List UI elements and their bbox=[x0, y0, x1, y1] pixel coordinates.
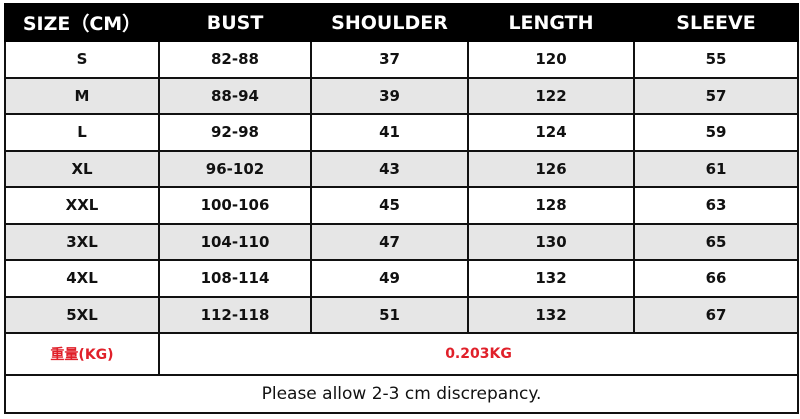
table-row: 5XL 112-118 51 132 67 bbox=[4, 295, 799, 334]
table-cell: 88-94 bbox=[158, 76, 312, 115]
table-cell: XXL bbox=[4, 186, 160, 225]
table-row: L 92-98 41 124 59 bbox=[4, 113, 799, 152]
note-row: Please allow 2-3 cm discrepancy. bbox=[4, 374, 799, 414]
table-cell: M bbox=[4, 76, 160, 115]
table-cell: 132 bbox=[467, 259, 635, 298]
header-row: SIZE（CM） BUST SHOULDER LENGTH SLEEVE bbox=[4, 3, 799, 42]
table-cell: 45 bbox=[310, 186, 469, 225]
table-cell: 96-102 bbox=[158, 149, 312, 188]
table-cell: 55 bbox=[633, 40, 799, 79]
table-cell: XL bbox=[4, 149, 160, 188]
column-header: SHOULDER bbox=[310, 3, 469, 42]
table-cell: 92-98 bbox=[158, 113, 312, 152]
table-cell: 63 bbox=[633, 186, 799, 225]
table-cell: 41 bbox=[310, 113, 469, 152]
table-cell: 132 bbox=[467, 295, 635, 334]
table-row: S 82-88 37 120 55 bbox=[4, 40, 799, 79]
table-cell: 128 bbox=[467, 186, 635, 225]
table-cell: 130 bbox=[467, 222, 635, 261]
table-cell: 66 bbox=[633, 259, 799, 298]
table-cell: 37 bbox=[310, 40, 469, 79]
table-cell: 4XL bbox=[4, 259, 160, 298]
column-header: BUST bbox=[158, 3, 312, 42]
table-cell: 112-118 bbox=[158, 295, 312, 334]
table-cell: 126 bbox=[467, 149, 635, 188]
weight-label: 重量(KG) bbox=[4, 332, 160, 376]
table-cell: 39 bbox=[310, 76, 469, 115]
table-cell: 61 bbox=[633, 149, 799, 188]
table-cell: L bbox=[4, 113, 160, 152]
table-cell: 43 bbox=[310, 149, 469, 188]
table-cell: 5XL bbox=[4, 295, 160, 334]
table-cell: 47 bbox=[310, 222, 469, 261]
table-cell: 104-110 bbox=[158, 222, 312, 261]
size-chart-table: SIZE（CM） BUST SHOULDER LENGTH SLEEVE S 82-88 3… bbox=[4, 3, 799, 414]
column-header: SIZE（CM） bbox=[4, 3, 160, 42]
column-header: LENGTH bbox=[467, 3, 635, 42]
table-cell: 108-114 bbox=[158, 259, 312, 298]
table-row: XL 96-102 43 126 61 bbox=[4, 149, 799, 188]
table-cell: 67 bbox=[633, 295, 799, 334]
table-cell: S bbox=[4, 40, 160, 79]
table-cell: 122 bbox=[467, 76, 635, 115]
table-cell: 100-106 bbox=[158, 186, 312, 225]
table-cell: 49 bbox=[310, 259, 469, 298]
weight-value: 0.203KG bbox=[158, 332, 799, 376]
table-cell: 124 bbox=[467, 113, 635, 152]
table-cell: 3XL bbox=[4, 222, 160, 261]
table-cell: 65 bbox=[633, 222, 799, 261]
table-cell: 57 bbox=[633, 76, 799, 115]
table-row: XXL 100-106 45 128 63 bbox=[4, 186, 799, 225]
column-header: SLEEVE bbox=[633, 3, 799, 42]
weight-row: 重量(KG) 0.203KG bbox=[4, 332, 799, 376]
table-cell: 82-88 bbox=[158, 40, 312, 79]
table-cell: 59 bbox=[633, 113, 799, 152]
table-row: 4XL 108-114 49 132 66 bbox=[4, 259, 799, 298]
discrepancy-note: Please allow 2-3 cm discrepancy. bbox=[4, 374, 799, 414]
table-cell: 120 bbox=[467, 40, 635, 79]
table-cell: 51 bbox=[310, 295, 469, 334]
table-row: 3XL 104-110 47 130 65 bbox=[4, 222, 799, 261]
table-row: M 88-94 39 122 57 bbox=[4, 76, 799, 115]
